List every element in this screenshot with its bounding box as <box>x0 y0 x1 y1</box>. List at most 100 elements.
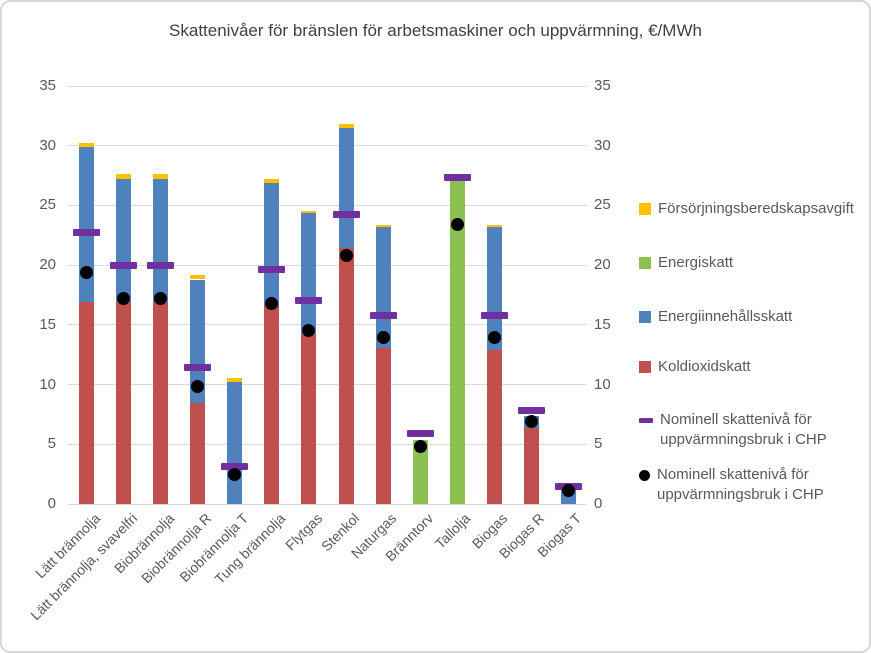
y-axis-label-right: 20 <box>594 256 611 274</box>
legend-square-swatch <box>639 361 651 373</box>
y-axis-label-left: 30 <box>39 136 56 154</box>
chp-dot-marker <box>80 265 94 279</box>
y-axis-label-right: 5 <box>594 435 603 453</box>
chp-dot-marker <box>228 467 242 481</box>
gridline <box>68 85 587 87</box>
gridline <box>68 503 587 505</box>
bar-segment-f-rs-rjningsberedskapsavgift <box>301 210 317 213</box>
gridline <box>68 443 587 445</box>
legend-square-swatch <box>639 203 651 215</box>
chp-dash-marker <box>73 229 101 237</box>
chp-dot-marker <box>487 331 501 345</box>
legend-label: Koldioxidskatt <box>658 358 751 375</box>
bar-segment-energiinneh-llsskatt <box>227 382 243 504</box>
y-axis-label-left: 5 <box>47 435 56 453</box>
y-axis-label-left: 35 <box>39 77 56 94</box>
bar-segment-f-rs-rjningsberedskapsavgift <box>486 224 502 227</box>
chp-dot-marker <box>154 292 168 306</box>
chp-dot-marker <box>376 331 390 345</box>
bar-segment-koldioxidskatt <box>375 347 391 504</box>
x-axis-label: Tallolja <box>431 510 474 552</box>
chp-dot-marker <box>117 292 131 306</box>
legend-item-energiskatt: Energiskatt <box>639 253 733 273</box>
bar-segment-energiinneh-llsskatt <box>79 146 95 303</box>
bar-segment-energiinneh-llsskatt <box>486 226 502 350</box>
chp-dot-marker <box>191 380 205 394</box>
chp-dash-marker <box>332 211 360 219</box>
legend-label: Energiskatt <box>658 254 734 271</box>
legend-dash-icon <box>639 418 653 423</box>
legend-item-f-rs-rjningsberedskapsavgift: Försörjningsberedskapsavgift <box>639 199 854 219</box>
chp-dash-marker <box>517 407 545 415</box>
chp-dash-marker <box>443 174 471 182</box>
chp-dash-marker <box>295 297 323 305</box>
gridline <box>68 264 587 266</box>
bar-segment-koldioxidskatt <box>301 334 317 504</box>
legend-item-nominell-skatteniv-f-r-uppv-rmningsbruk-: Nominell skattenivå för uppvärmningsbruk… <box>639 465 842 505</box>
bar-segment-f-rs-rjningsberedskapsavgift <box>375 224 391 227</box>
chp-dot-marker <box>413 440 427 454</box>
y-axis-label-left: 25 <box>39 196 56 214</box>
y-axis-label-right: 0 <box>594 495 603 512</box>
y-axis-label-left: 10 <box>39 375 56 393</box>
bar-segment-f-rs-rjningsberedskapsavgift <box>190 275 206 280</box>
chp-dot-marker <box>524 415 538 429</box>
chp-dash-marker <box>147 261 175 269</box>
gridline <box>68 324 587 326</box>
gridline <box>68 384 587 386</box>
chp-dash-marker <box>184 364 212 372</box>
y-axis-label-right: 10 <box>594 375 611 393</box>
y-axis-label-left: 15 <box>39 315 56 333</box>
y-axis-label-right: 25 <box>594 196 611 214</box>
chp-dash-marker <box>258 266 286 274</box>
bar-segment-f-rs-rjningsberedskapsavgift <box>79 142 95 147</box>
chp-dot-marker <box>265 296 279 310</box>
plot-area <box>68 85 587 505</box>
bar-segment-f-rs-rjningsberedskapsavgift <box>116 174 132 179</box>
legend-dot-icon <box>639 470 650 481</box>
chp-dash-marker <box>480 311 508 319</box>
chp-dash-marker <box>110 261 138 269</box>
y-axis-label-left: 20 <box>39 256 56 274</box>
gridline <box>68 204 587 206</box>
bar-segment-koldioxidskatt <box>79 302 95 504</box>
bar-segment-koldioxidskatt <box>153 302 169 504</box>
bar-segment-energiinneh-llsskatt <box>264 182 280 306</box>
gridline <box>68 145 587 147</box>
chp-dot-marker <box>302 324 316 338</box>
bar-segment-energiinneh-llsskatt <box>301 212 317 335</box>
y-axis-label-right: 35 <box>594 77 611 94</box>
bar-segment-energiskatt <box>412 439 428 504</box>
y-axis-label-right: 15 <box>594 315 611 333</box>
legend-square-swatch <box>639 311 651 323</box>
legend-label: Energiinnehållsskatt <box>658 308 793 325</box>
bar-segment-energiinneh-llsskatt <box>153 178 169 303</box>
legend-square-swatch <box>639 257 651 269</box>
legend-item-nominell-skatteniv-f-r-uppv-rmningsbruk-: Nominell skattenivå för uppvärmningsbruk… <box>639 410 845 450</box>
chp-dot-marker <box>561 484 575 498</box>
legend-item-koldioxidskatt: Koldioxidskatt <box>639 357 751 377</box>
legend-label: Nominell skattenivå för uppvärmningsbruk… <box>657 466 824 503</box>
bar-segment-f-rs-rjningsberedskapsavgift <box>264 179 280 183</box>
x-axis-label: Flytgas <box>282 510 326 554</box>
bar-segment-f-rs-rjningsberedskapsavgift <box>338 124 354 128</box>
y-axis-label-right: 30 <box>594 136 611 154</box>
bar-segment-energiinneh-llsskatt <box>190 279 206 404</box>
legend-item-energiinneh-llsskatt: Energiinnehållsskatt <box>639 307 792 327</box>
bar-segment-f-rs-rjningsberedskapsavgift <box>153 174 169 179</box>
y-axis-label-left: 0 <box>47 495 56 512</box>
bar-segment-koldioxidskatt <box>116 302 132 504</box>
bar-segment-energiinneh-llsskatt <box>375 226 391 348</box>
bar-segment-koldioxidskatt <box>338 248 354 504</box>
chp-dash-marker <box>406 430 434 438</box>
chp-dash-marker <box>369 311 397 319</box>
chp-dot-marker <box>339 249 353 263</box>
bar-segment-f-rs-rjningsberedskapsavgift <box>227 378 243 383</box>
legend-label: Försörjningsberedskapsavgift <box>658 200 854 217</box>
chp-dot-marker <box>450 218 464 232</box>
bar-segment-koldioxidskatt <box>264 305 280 504</box>
chart-title: Skattenivåer för bränslen för arbetsmask… <box>169 21 702 40</box>
bar-segment-energiinneh-llsskatt <box>116 178 132 303</box>
bar-segment-energiinneh-llsskatt <box>338 127 354 249</box>
